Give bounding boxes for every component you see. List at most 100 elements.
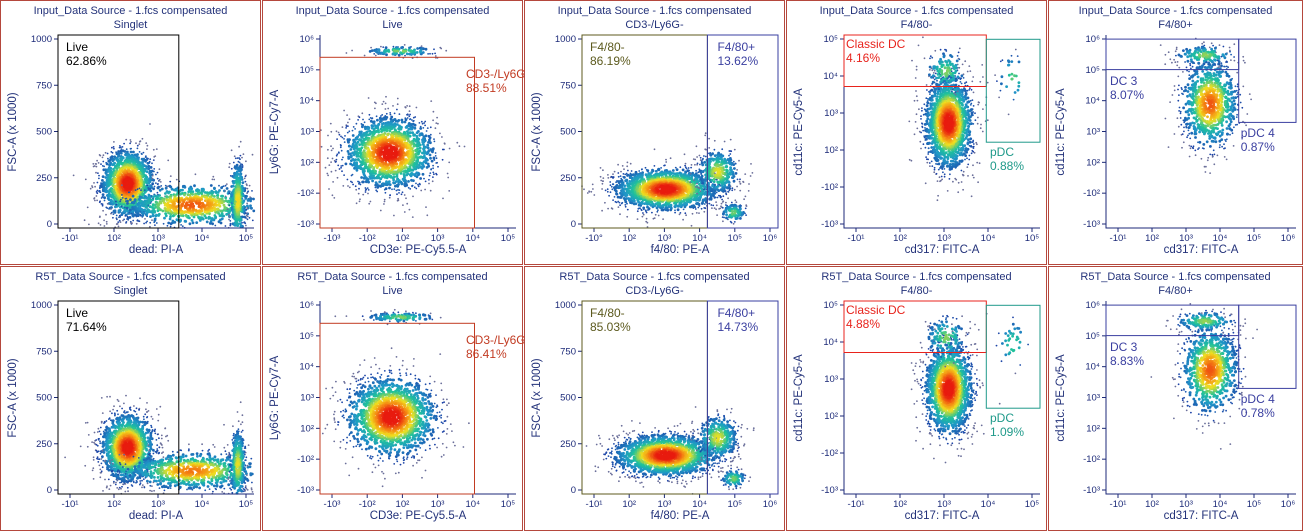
event-dot: [435, 173, 437, 175]
event-dot: [325, 167, 327, 169]
event-dot: [227, 209, 229, 211]
event-dot: [442, 149, 444, 151]
event-dot: [249, 196, 251, 198]
x-tick-label: -10³: [324, 233, 341, 244]
event-dot: [624, 174, 626, 176]
event-dot: [348, 145, 351, 148]
event-dot: [640, 209, 642, 211]
event-dot: [412, 196, 414, 198]
event-dot: [384, 201, 386, 203]
event-dot: [623, 197, 626, 200]
event-dot: [347, 185, 349, 187]
event-dot: [165, 185, 167, 187]
event-dot: [235, 157, 237, 159]
event-dot: [407, 180, 410, 183]
event-dot: [121, 194, 123, 196]
event-dot: [125, 139, 127, 141]
event-dot: [739, 181, 741, 183]
event-dot: [675, 167, 677, 169]
event-dot: [432, 53, 434, 55]
event-dot: [412, 134, 415, 137]
event-dot: [124, 215, 126, 217]
event-dot: [380, 210, 382, 212]
event-dot: [625, 206, 627, 208]
event-dot: [388, 50, 391, 53]
event-dot: [214, 214, 217, 217]
event-dot: [179, 193, 182, 196]
event-dot: [422, 127, 424, 129]
event-dot: [103, 196, 106, 199]
event-dot: [136, 223, 138, 225]
event-dot: [152, 187, 155, 190]
event-dot: [342, 137, 344, 139]
event-dot: [364, 55, 366, 57]
event-dot: [413, 145, 416, 148]
event-dot: [343, 110, 345, 112]
event-dot: [672, 169, 675, 172]
event-dot: [402, 170, 405, 173]
event-dot: [134, 200, 137, 203]
event-dot: [695, 170, 697, 172]
event-dot: [658, 168, 661, 171]
event-dot: [160, 181, 162, 183]
event-dot: [157, 192, 159, 194]
event-dot: [448, 162, 450, 164]
event-dot: [610, 191, 612, 193]
event-dot: [396, 190, 398, 192]
event-dot: [96, 200, 98, 202]
event-dot: [187, 190, 190, 193]
event-dot: [119, 209, 122, 212]
event-dot: [99, 216, 101, 218]
event-dot: [602, 180, 604, 182]
event-dot: [623, 173, 625, 175]
event-dot: [419, 50, 422, 53]
event-dot: [404, 165, 407, 168]
event-dot: [646, 218, 648, 220]
event-dot: [220, 195, 223, 198]
event-dot: [176, 179, 178, 181]
event-dot: [146, 148, 148, 150]
event-dot: [432, 172, 434, 174]
event-dot: [399, 128, 402, 131]
event-dot: [159, 189, 162, 192]
event-dot: [96, 192, 98, 194]
event-dot: [356, 145, 359, 148]
event-dot: [736, 186, 738, 188]
event-dot: [372, 166, 375, 169]
event-dot: [617, 201, 619, 203]
event-dot: [210, 184, 213, 187]
event-dot: [619, 213, 621, 215]
event-dot: [398, 199, 400, 201]
event-dot: [102, 157, 104, 159]
event-dot: [158, 213, 161, 216]
x-tick-label: 10⁵: [501, 233, 516, 244]
event-dot: [614, 196, 616, 198]
y-axis-label: FSC-A (x 1000): [7, 92, 19, 171]
event-dot: [626, 174, 629, 177]
event-dot: [353, 153, 356, 156]
event-dot: [367, 193, 369, 195]
event-dot: [393, 176, 396, 179]
event-dot: [352, 174, 354, 176]
event-dot: [132, 151, 135, 154]
event-dot: [347, 132, 349, 134]
event-dot: [404, 55, 406, 57]
event-dot: [396, 120, 399, 123]
event-dot: [337, 177, 339, 179]
event-dot: [147, 208, 150, 211]
event-dot: [111, 159, 114, 162]
event-dot: [623, 168, 625, 170]
event-dot: [374, 170, 377, 173]
event-dot: [336, 138, 338, 140]
event-dot: [355, 189, 357, 191]
event-dot: [191, 193, 194, 196]
event-dot: [424, 121, 426, 123]
event-dot: [696, 212, 698, 214]
x-tick-label: -10¹: [62, 233, 79, 244]
event-dot: [421, 45, 423, 47]
event-dot: [113, 141, 115, 143]
event-dot: [390, 114, 392, 116]
event-dot: [385, 162, 388, 165]
event-dot: [172, 220, 175, 223]
